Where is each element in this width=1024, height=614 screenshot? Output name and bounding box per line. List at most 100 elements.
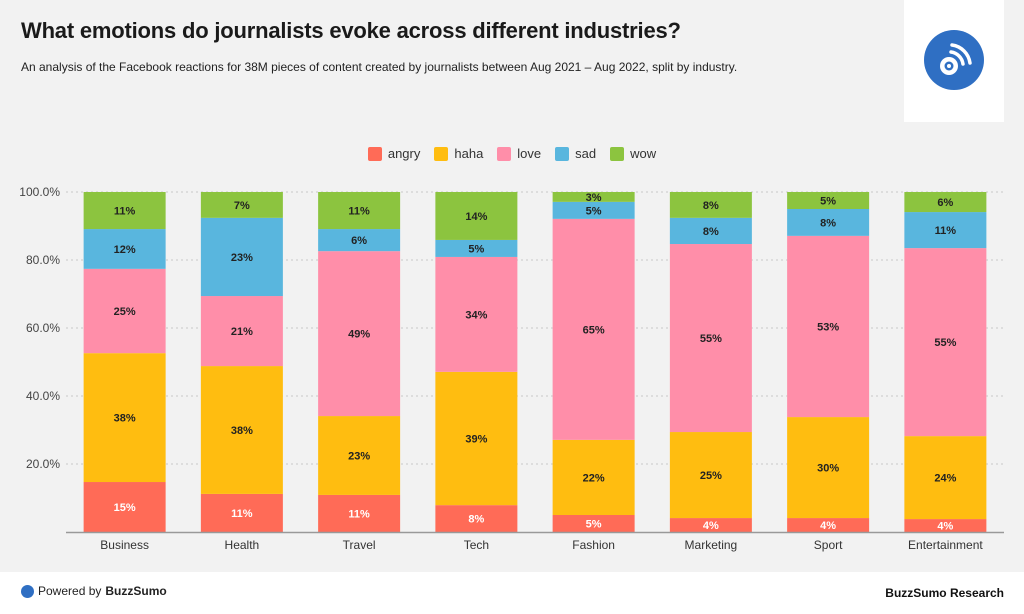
- legend-swatch-sad: [555, 146, 570, 161]
- legend-item-wow[interactable]: wow: [610, 146, 656, 161]
- data-label: 4%: [703, 520, 719, 532]
- legend-swatch-wow: [610, 146, 625, 161]
- bar-segment-love[interactable]: [83, 268, 166, 354]
- data-label: 38%: [114, 413, 136, 425]
- bar-segment-angry[interactable]: [552, 515, 635, 532]
- data-label: 39%: [465, 434, 487, 446]
- data-label: 65%: [583, 324, 605, 336]
- buzzsumo-dot-icon: [21, 584, 34, 598]
- bar-segment-love[interactable]: [200, 296, 283, 367]
- data-label: 14%: [465, 211, 487, 223]
- bar-segment-love[interactable]: [787, 235, 870, 418]
- y-tick-label: 100.0%: [19, 185, 60, 199]
- chart-title: What emotions do journalists evoke acros…: [21, 18, 681, 43]
- data-label: 30%: [817, 463, 839, 475]
- bar-segment-love[interactable]: [318, 251, 401, 417]
- data-label: 11%: [348, 206, 370, 218]
- bar-segment-angry[interactable]: [787, 518, 870, 532]
- footer: Powered by BuzzSumo BuzzSumo Research: [0, 572, 1024, 614]
- bar-segment-sad[interactable]: [83, 229, 166, 269]
- bar-segment-angry[interactable]: [669, 518, 752, 532]
- bar-segment-sad[interactable]: [552, 201, 635, 219]
- bar-segment-love[interactable]: [435, 256, 518, 372]
- legend-label-love: love: [517, 146, 542, 161]
- bar-segment-sad[interactable]: [435, 239, 518, 257]
- legend-label-angry: angry: [387, 146, 421, 161]
- bar-segment-wow[interactable]: [787, 192, 870, 209]
- data-label: 21%: [231, 326, 253, 338]
- data-label: 55%: [934, 337, 956, 349]
- bar-segment-wow[interactable]: [669, 192, 752, 218]
- bar-segment-wow[interactable]: [435, 192, 518, 240]
- bar-segment-wow[interactable]: [83, 192, 166, 230]
- data-label: 8%: [468, 514, 484, 526]
- x-tick-label: Entertainment: [908, 538, 983, 552]
- bar-segment-haha[interactable]: [83, 353, 166, 483]
- data-label: 4%: [937, 521, 953, 533]
- data-label: 22%: [583, 472, 605, 484]
- bar-segment-angry[interactable]: [435, 505, 518, 532]
- bar-segment-love[interactable]: [669, 244, 752, 433]
- footer-credit: BuzzSumo Research: [885, 586, 1004, 600]
- x-tick-label: Marketing: [685, 538, 738, 552]
- x-tick-label: Tech: [464, 538, 489, 552]
- bar-segment-wow[interactable]: [904, 192, 987, 213]
- powered-by: Powered by BuzzSumo: [21, 584, 167, 598]
- x-tick-label: Travel: [343, 538, 376, 552]
- bar-segment-haha[interactable]: [669, 432, 752, 519]
- data-label: 5%: [468, 243, 484, 255]
- legend-item-sad[interactable]: sad: [555, 146, 596, 161]
- bar-segment-angry[interactable]: [904, 519, 987, 532]
- bar-segment-sad[interactable]: [669, 217, 752, 245]
- powered-prefix: Powered by: [38, 584, 102, 598]
- data-label: 3%: [586, 192, 602, 204]
- logo-panel: [904, 0, 1004, 122]
- data-label: 6%: [351, 235, 367, 247]
- bar-segment-wow[interactable]: [552, 192, 635, 202]
- bar-segment-sad[interactable]: [787, 209, 870, 236]
- y-tick-label: 20.0%: [26, 457, 60, 471]
- x-tick-label: Business: [100, 538, 149, 552]
- y-tick-label: 40.0%: [26, 389, 60, 403]
- bar-segment-haha[interactable]: [787, 417, 870, 519]
- bar-segment-haha[interactable]: [552, 439, 635, 515]
- data-label: 25%: [700, 470, 722, 482]
- data-label: 25%: [114, 306, 136, 318]
- data-label: 5%: [586, 205, 602, 217]
- bar-segment-angry[interactable]: [83, 482, 166, 532]
- bar-segment-sad[interactable]: [318, 229, 401, 252]
- data-label: 49%: [348, 329, 370, 341]
- buzzsumo-broadcast-icon: [924, 30, 984, 90]
- data-label: 11%: [935, 225, 957, 237]
- data-label: 23%: [231, 252, 253, 264]
- data-label: 5%: [586, 519, 602, 531]
- legend-item-haha[interactable]: haha: [434, 146, 483, 161]
- legend-swatch-angry: [367, 146, 382, 161]
- data-label: 8%: [703, 200, 719, 212]
- chart-legend: angry haha love sad wow: [0, 146, 1024, 161]
- bar-segment-love[interactable]: [552, 218, 635, 440]
- data-label: 34%: [465, 309, 487, 321]
- legend-swatch-haha: [434, 146, 449, 161]
- bar-segment-sad[interactable]: [904, 212, 987, 249]
- legend-item-angry[interactable]: angry: [367, 146, 421, 161]
- bar-segment-haha[interactable]: [904, 436, 987, 520]
- bar-segment-haha[interactable]: [200, 366, 283, 494]
- chart-subtitle: An analysis of the Facebook reactions fo…: [21, 60, 738, 74]
- data-label: 11%: [114, 206, 136, 218]
- bar-segment-wow[interactable]: [318, 192, 401, 230]
- bar-segment-angry[interactable]: [318, 494, 401, 532]
- legend-item-love[interactable]: love: [497, 146, 541, 161]
- bar-segment-sad[interactable]: [200, 217, 283, 297]
- bar-segment-wow[interactable]: [200, 192, 283, 218]
- bar-segment-haha[interactable]: [435, 371, 518, 506]
- data-label: 6%: [937, 197, 953, 209]
- data-label: 7%: [234, 200, 250, 212]
- bar-segment-angry[interactable]: [200, 493, 283, 532]
- x-tick-label: Fashion: [572, 538, 615, 552]
- data-label: 38%: [231, 425, 253, 437]
- x-tick-label: Sport: [814, 538, 843, 552]
- bar-segment-love[interactable]: [904, 248, 987, 437]
- bar-segment-haha[interactable]: [318, 416, 401, 495]
- data-label: 15%: [114, 502, 136, 514]
